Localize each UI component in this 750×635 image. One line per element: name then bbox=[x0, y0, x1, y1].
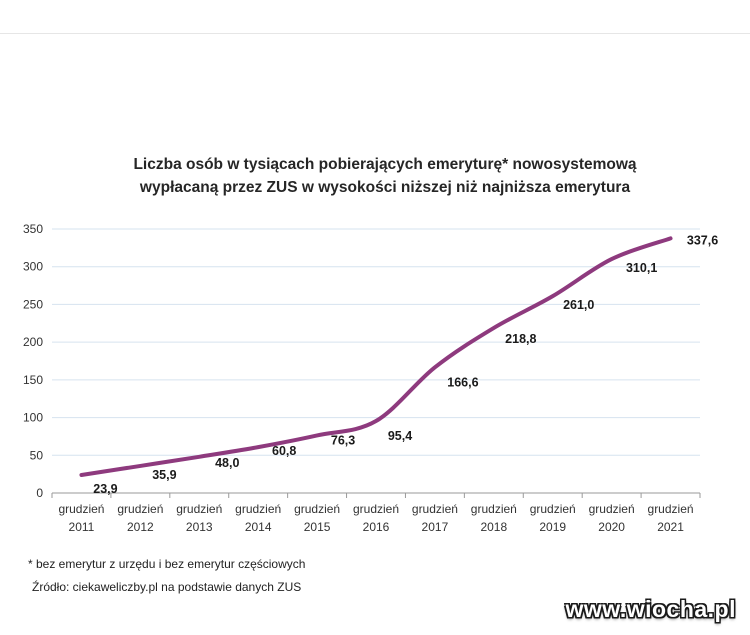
data-label: 218,8 bbox=[505, 332, 536, 346]
series-line bbox=[79, 236, 673, 477]
data-label: 310,1 bbox=[626, 261, 657, 275]
data-label: 48,0 bbox=[215, 456, 239, 470]
chart-title: Liczba osób w tysiącach pobierających em… bbox=[40, 153, 730, 199]
data-label: 35,9 bbox=[152, 468, 176, 482]
data-label: 261,0 bbox=[563, 298, 594, 312]
x-tick-label: grudzień 2013 bbox=[176, 502, 222, 534]
footnote: * bez emerytur z urzędu i bez emerytur c… bbox=[28, 557, 306, 571]
chart-title-line-2: wypłacaną przez ZUS w wysokości niższej … bbox=[139, 179, 631, 196]
y-tick-label: 350 bbox=[23, 222, 43, 236]
y-tick-label: 200 bbox=[23, 335, 43, 349]
top-divider bbox=[0, 33, 750, 34]
x-tick-label: grudzień 2020 bbox=[589, 502, 635, 534]
x-tick-label: grudzień 2019 bbox=[530, 502, 576, 534]
y-tick-label: 0 bbox=[36, 486, 43, 500]
x-tick-label: grudzień 2012 bbox=[117, 502, 163, 534]
x-tick-label: grudzień 2014 bbox=[235, 502, 281, 534]
data-label: 95,4 bbox=[388, 429, 412, 443]
watermark: www.wiocha.pl bbox=[565, 596, 736, 622]
chart-title-line-1: Liczba osób w tysiącach pobierających em… bbox=[133, 156, 637, 173]
x-tick-label: grudzień 2017 bbox=[412, 502, 458, 534]
y-tick-label: 250 bbox=[23, 297, 43, 311]
y-tick-label: 300 bbox=[23, 260, 43, 274]
x-tick-label: grudzień 2016 bbox=[353, 502, 399, 534]
x-tick-label: grudzień 2021 bbox=[648, 502, 694, 534]
x-tick-label: grudzień 2018 bbox=[471, 502, 517, 534]
data-label: 76,3 bbox=[331, 433, 355, 447]
x-tick-label: grudzień 2015 bbox=[294, 502, 340, 534]
x-tick-label: grudzień 2011 bbox=[58, 502, 104, 534]
source-note: Źródło: ciekaweliczby.pl na podstawie da… bbox=[32, 580, 302, 594]
data-label: 166,6 bbox=[447, 375, 478, 389]
data-label: 337,6 bbox=[687, 233, 718, 247]
y-tick-label: 100 bbox=[23, 411, 43, 425]
y-tick-label: 50 bbox=[30, 448, 44, 462]
y-tick-label: 150 bbox=[23, 373, 43, 387]
data-label: 23,9 bbox=[93, 482, 117, 496]
data-label: 60,8 bbox=[272, 444, 296, 458]
